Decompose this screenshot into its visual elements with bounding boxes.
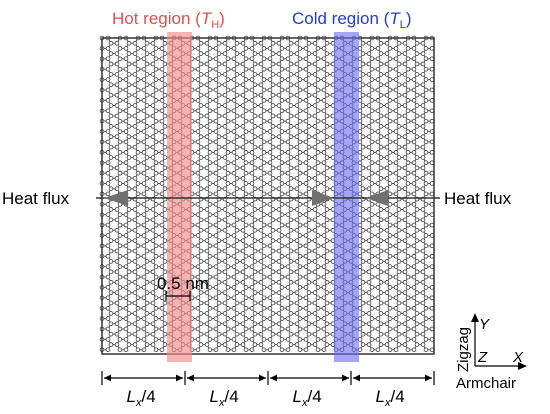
axis-y-direction-label: Zigzag <box>455 327 472 372</box>
segment-arrowhead-right <box>342 374 349 382</box>
heat-flux-arrow-left <box>104 190 128 206</box>
segment-label: Lx/4 <box>293 387 322 409</box>
segment-label: Lx/4 <box>127 387 156 409</box>
axis-x-arrowhead <box>518 362 527 370</box>
hot-region-label: Hot region (TH) <box>112 9 225 31</box>
axis-y-arrowhead <box>471 313 479 322</box>
cold-region-band <box>334 32 359 362</box>
segment-label: Lx/4 <box>376 387 405 409</box>
axis-x-direction-label: Armchair <box>456 375 516 392</box>
segment-arrowhead-left <box>104 374 111 382</box>
axis-x-label: X <box>512 349 524 366</box>
segment-arrowhead-right <box>176 374 183 382</box>
segment-arrowhead-right <box>259 374 266 382</box>
hot-region-band <box>167 32 192 362</box>
segment-arrowhead-left <box>187 374 194 382</box>
segment-arrowhead-left <box>353 374 360 382</box>
heat-flux-arrow-right <box>366 190 388 206</box>
axis-z-label: Z <box>477 349 488 366</box>
segment-arrowhead-left <box>270 374 277 382</box>
axis-y-label: Y <box>479 316 490 333</box>
heat-flux-arrow-mid <box>312 190 334 206</box>
scale-bar-label: 0.5 nm <box>157 274 209 293</box>
sheet-border <box>101 37 435 355</box>
cold-region-label: Cold region (TL) <box>292 9 412 31</box>
heat-flux-label-right: Heat flux <box>444 189 512 208</box>
heat-flux-label-left: Heat flux <box>2 189 70 208</box>
segment-markers: Lx/4 Lx/4 Lx/4 Lx/4 <box>101 371 435 409</box>
segment-arrowhead-right <box>425 374 432 382</box>
segment-label: Lx/4 <box>210 387 239 409</box>
